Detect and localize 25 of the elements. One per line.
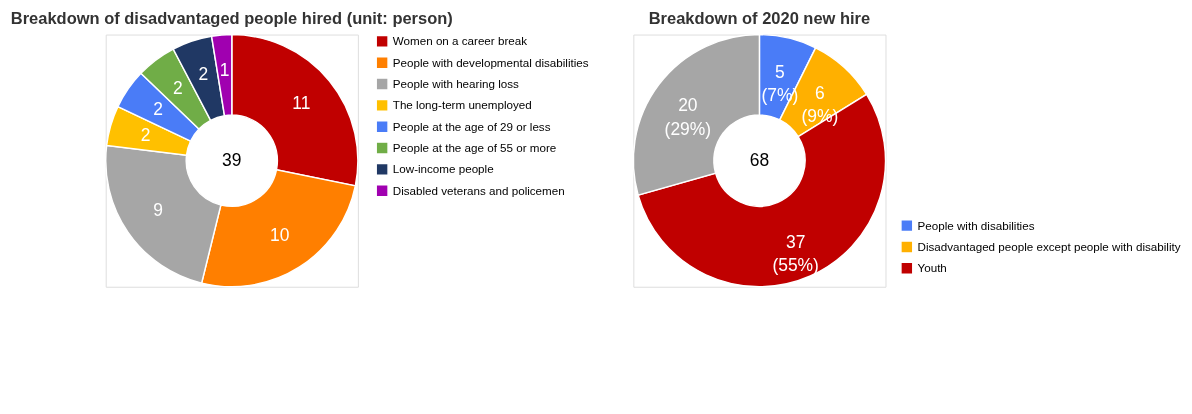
legend-label: The long-term unemployed [392,98,532,112]
legend-label: People with hearing loss [392,76,520,90]
data-label: 2 [140,124,151,145]
legend-label: People with developmental disabilities [392,55,589,69]
text: 68 [749,149,770,170]
legend-label: Youth [917,261,947,275]
legend-label: Disadvantaged people except people with disability [917,239,1181,253]
legend-label: People with disabilities [917,218,1035,232]
data-label: 2 [173,77,183,98]
data-label: 1 [219,60,230,81]
legend-label: People at the age of 29 or less [392,119,551,133]
chart-title: Breakdown of 2020 new hire [648,8,871,27]
text: 39 [222,149,242,170]
data-label: 10 [270,225,290,246]
data-label: 37 (55%) [772,231,819,275]
data-label: 11 [292,92,311,113]
data-label: 2 [153,98,163,119]
legend-label: Low-income people [392,162,494,176]
data-label: 9 [153,200,163,221]
data-label: 20 (29%) [664,95,712,139]
legend-label: Women on a career break [392,34,528,48]
legend-label: Disabled veterans and policemen [392,183,565,197]
data-label: 2 [198,64,209,85]
chart-title: Breakdown of disadvantaged people hired (unit: person) [10,8,453,27]
legend-label: People at the age of 55 or more [392,140,557,154]
